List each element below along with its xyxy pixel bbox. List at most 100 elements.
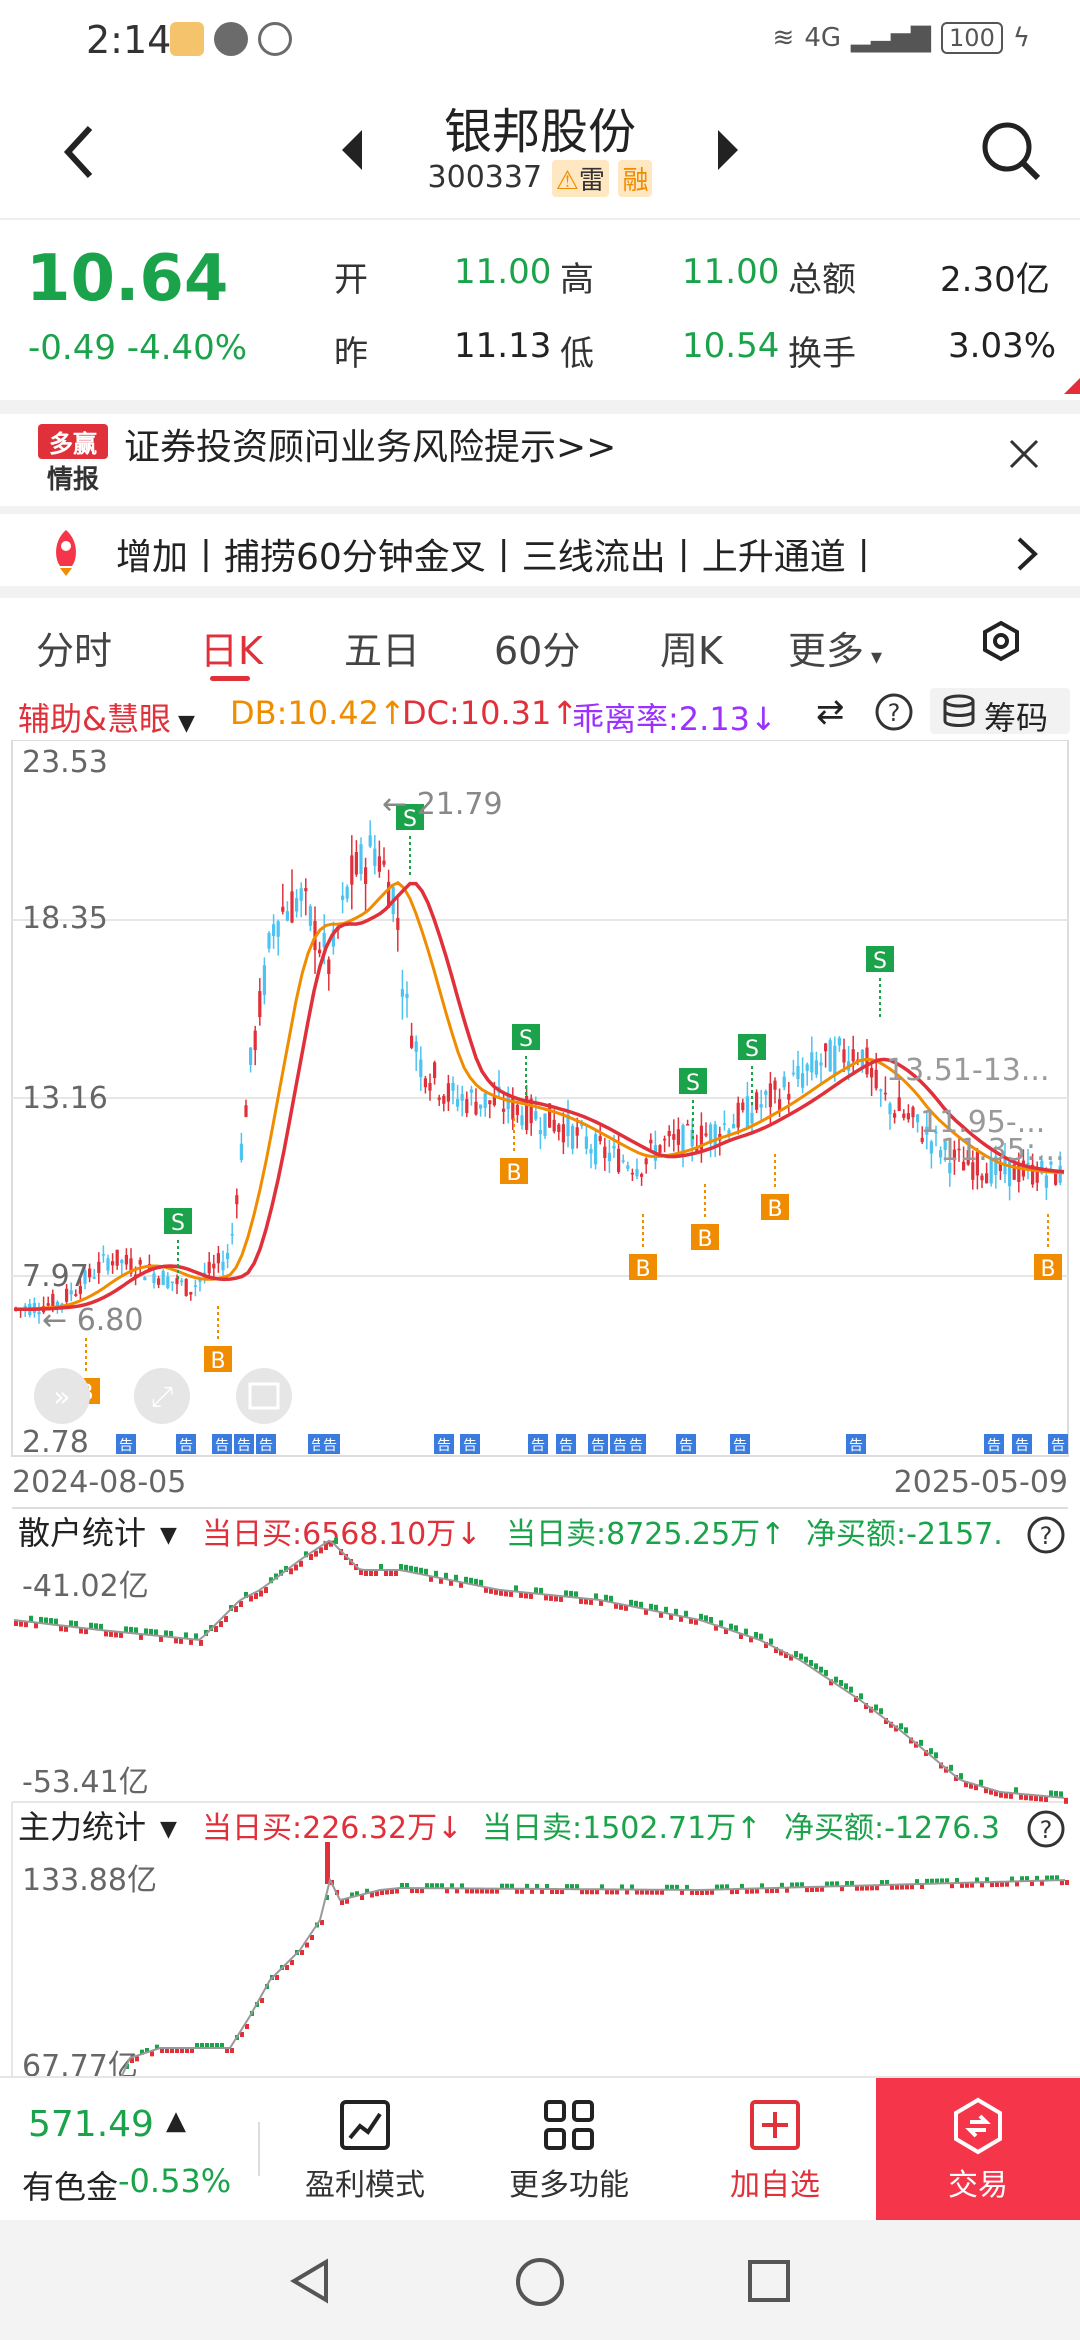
help-icon[interactable]: ? (874, 692, 914, 732)
help-icon[interactable]: ? (1027, 1810, 1065, 1848)
buy-signal-marker (761, 1194, 789, 1220)
main-sell-bar (750, 1888, 754, 1894)
retail-sell-bar (324, 1544, 328, 1550)
more-functions-button[interactable]: 更多功能 (494, 2098, 644, 2204)
retail-buy-bar (609, 1595, 613, 1602)
margin-tag[interactable]: 融 (618, 160, 653, 197)
main-buy-bar (795, 1882, 799, 1888)
settings-icon[interactable] (980, 620, 1022, 662)
risk-tag[interactable]: ⚠雷 (551, 160, 609, 197)
profit-mode-button[interactable]: 盈利模式 (290, 2098, 440, 2204)
retail-buy-bar (809, 1660, 813, 1666)
trade-button[interactable]: 交易 (876, 2078, 1080, 2222)
min-price-label: ← 6.80 (42, 1303, 143, 1338)
main-sell-bar (995, 1881, 999, 1887)
retail-buy-bar (469, 1577, 473, 1584)
candle-body (732, 1123, 736, 1129)
swap-icon[interactable]: ⇄ (816, 692, 845, 732)
corner-marker (1064, 378, 1080, 394)
retail-buy-bar (44, 1617, 48, 1624)
retail-sell-bar (494, 1588, 498, 1595)
candle-body (893, 1113, 897, 1118)
candle-body (658, 1145, 662, 1153)
fullscreen-button[interactable]: ⤢ (134, 1368, 190, 1424)
value-open: 11.00 (454, 252, 552, 292)
retail-buy-bar (639, 1601, 643, 1608)
retail-sell-bar (1004, 1792, 1008, 1799)
main-panel-title[interactable]: 主力统计 ▼ (18, 1808, 177, 1846)
signal-ticker[interactable]: 增加丨捕捞60分钟金叉丨三线流出丨上升通道丨 (0, 506, 1080, 598)
main-buy-bar (1035, 1875, 1039, 1881)
next-stock-icon[interactable] (716, 128, 740, 172)
candle-body (341, 895, 345, 900)
tab-intraday[interactable]: 分时 (36, 629, 113, 673)
indicator-selector[interactable]: 辅助&慧眼 ▼ (18, 694, 195, 740)
retail-sell-bar (894, 1725, 898, 1732)
retail-buy-bar (269, 1577, 273, 1584)
risk-banner[interactable]: 多赢 情报 证券投资顾问业务风险提示>> (0, 400, 1080, 500)
risk-text[interactable]: 证券投资顾问业务风险提示>> (124, 427, 617, 468)
retail-sell-bar (939, 1762, 943, 1769)
main-sell-bar (805, 1887, 809, 1893)
main-sell: 当日卖:1502.71万↑ (482, 1811, 761, 1846)
retail-buy-bar (794, 1651, 798, 1657)
tab-five-day[interactable]: 五日 (344, 629, 421, 673)
candle-body (1026, 1162, 1030, 1165)
retail-sell-bar (319, 1547, 323, 1554)
prev-stock-icon[interactable] (340, 128, 364, 172)
candle-body (419, 1059, 423, 1078)
back-icon[interactable] (60, 122, 100, 182)
main-sell-bar (170, 2048, 174, 2053)
candle-body (580, 1123, 584, 1127)
retail-sell-bar (489, 1587, 493, 1594)
main-buy-bar (355, 1891, 359, 1897)
main-buy-bar (205, 2043, 209, 2048)
candle-body (180, 1280, 184, 1283)
tab-daily[interactable]: 日K (200, 629, 263, 673)
sell-signal-label: S (403, 807, 417, 832)
chevron-right-icon[interactable] (1016, 536, 1038, 572)
tab-weekly[interactable]: 周K (660, 629, 723, 673)
candle-body (258, 991, 262, 1018)
index-widget[interactable]: 571.49 ▲ 有色金 -0.53% (0, 2078, 250, 2222)
candle-body (308, 906, 312, 926)
add-watchlist-button[interactable]: 加自选 (700, 2098, 850, 2204)
tab-more[interactable]: 更多 ▾ (788, 620, 882, 675)
main-sell-bar (1015, 1881, 1019, 1887)
y-tick-4: 7.97 (22, 1259, 89, 1294)
label-total: 总额 (788, 260, 856, 300)
help-icon[interactable]: ? (1027, 1516, 1065, 1554)
nav-home-icon[interactable] (514, 2256, 566, 2308)
expand-left-button[interactable]: » (34, 1368, 90, 1424)
notice-marker (588, 1434, 608, 1454)
retail-buy-bar (514, 1585, 518, 1592)
retail-sell-bar (119, 1631, 123, 1638)
notice-marker (320, 1434, 340, 1454)
nav-back-icon[interactable] (286, 2256, 336, 2306)
retail-sell-bar (689, 1617, 693, 1624)
chips-button[interactable]: 筹码 (930, 688, 1070, 737)
candle-body (198, 1279, 202, 1282)
retail-panel-title[interactable]: 散户统计 ▼ (18, 1514, 177, 1552)
max-price-label: ← 21.79 (382, 787, 503, 822)
search-icon[interactable] (980, 120, 1042, 182)
main-sell-bar (680, 1889, 684, 1895)
tab-60min[interactable]: 60分 (494, 629, 581, 673)
retail-buy-bar (124, 1626, 128, 1633)
nav-recents-icon[interactable] (746, 2258, 792, 2304)
chart-table-button[interactable] (236, 1368, 292, 1424)
main-buy-bar (675, 1884, 679, 1890)
dc-value: DC:10.31↑ (402, 694, 579, 732)
main-buy-bar (525, 1883, 529, 1889)
main-sell-bar (865, 1885, 869, 1891)
retail-sell-bar (724, 1628, 728, 1634)
candle-body (851, 1049, 855, 1062)
close-icon[interactable] (1008, 438, 1040, 470)
main-buy-bar (925, 1878, 929, 1884)
sell-signal-marker (396, 804, 424, 830)
candle-body (55, 1301, 59, 1307)
y-tick-bottom: 2.78 (22, 1425, 89, 1460)
sell-signal-label: S (519, 1027, 533, 1052)
main-buy-bar (955, 1878, 959, 1884)
